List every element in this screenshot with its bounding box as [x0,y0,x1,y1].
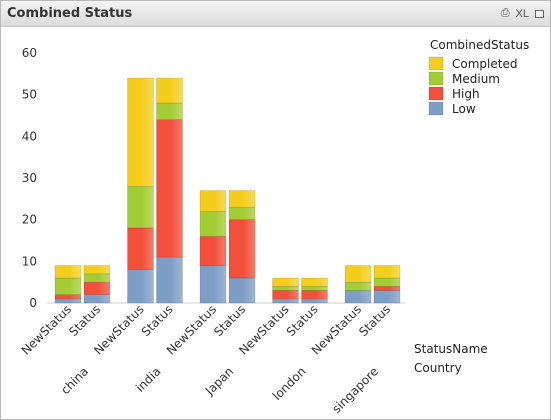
x-tick-label-country: india [133,364,164,395]
bar-segment-london-status-high [301,290,328,300]
bar-segment-india-newstatus-medium [127,186,154,229]
legend-swatch-low [428,101,444,116]
y-tick-label: 30 [22,171,37,185]
bar-segment-london-newstatus-medium [272,286,299,291]
bar-segment-london-newstatus-low [272,298,299,304]
bar-segment-india-status-completed [156,77,183,104]
x-tick-label-statusname: Status [284,302,321,339]
bar-segment-singapore-status-high [373,286,401,291]
bar-segment-japan-status-completed [228,190,256,208]
y-tick-label: 10 [22,254,37,268]
bar-segment-china-status-completed [83,265,111,275]
bar-segment-singapore-status-low [373,290,401,304]
bar-segment-india-status-high [156,119,183,258]
x-tick-label-country: singapore [329,364,381,416]
bar-segment-singapore-newstatus-low [344,290,372,304]
x-tick-label-country: london [270,364,309,403]
bar-segment-china-newstatus-medium [54,277,82,295]
bar-segment-china-newstatus-completed [54,265,82,279]
bar-segment-london-status-low [301,298,328,304]
legend-swatch-high [428,86,444,101]
bar-segment-japan-newstatus-high [199,236,227,266]
bar-segment-london-newstatus-completed [272,277,299,287]
y-tick-label: 60 [22,46,37,60]
bar-segment-india-status-low [156,256,183,304]
x-tick-label-statusname: Status [66,302,103,339]
bar-segment-japan-newstatus-completed [199,190,227,212]
bar-segment-china-status-high [83,281,111,295]
x-tick-label-statusname: Status [356,302,393,339]
x-tick-label-country: Japan [202,364,236,398]
legend-entry-completed: Completed [452,57,517,71]
bar-segment-india-newstatus-low [127,269,154,304]
x-tick-label-statusname: Status [139,302,176,339]
dimension-label-statusname: StatusName [414,342,488,356]
y-tick-label: 40 [22,129,37,143]
bar-segment-japan-status-medium [228,206,256,220]
bar-segment-china-newstatus-low [54,298,82,304]
bar-segment-india-status-medium [156,102,183,120]
print-icon[interactable]: ⎙ [500,7,510,19]
bar-segment-london-status-completed [301,277,328,287]
dimension-label-country: Country [414,361,462,375]
legend-title: CombinedStatus [430,38,529,52]
legend-swatch-completed [428,56,444,71]
x-tick-label-country: china [58,364,91,397]
bar-segment-india-newstatus-completed [127,77,154,187]
legend-entry-high: High [452,87,480,101]
bar-segment-japan-status-high [228,219,256,279]
bar-segment-india-newstatus-high [127,227,154,270]
minimize-icon[interactable] [535,9,544,18]
bar-segment-singapore-newstatus-medium [344,281,372,291]
title-bar: Combined Status ⎙ XL [1,1,550,27]
bar-segment-london-status-medium [301,286,328,291]
bar-segment-china-status-medium [83,273,111,283]
bar-segment-singapore-status-completed [373,265,401,279]
bar-segment-china-status-low [83,294,111,304]
x-tick-label-statusname: Status [211,302,248,339]
legend-entry-medium: Medium [452,72,500,86]
bar-segment-japan-newstatus-medium [199,211,227,237]
bar-segment-japan-status-low [228,277,256,304]
y-tick-label: 50 [22,88,37,102]
legend-swatch-medium [428,71,444,86]
bar-segment-japan-newstatus-low [199,265,227,304]
bar-segment-singapore-status-medium [373,277,401,287]
title-tools: ⎙ XL [501,7,544,20]
xl-export-button[interactable]: XL [515,7,529,20]
bar-segment-china-newstatus-high [54,294,82,300]
bar-segment-singapore-newstatus-completed [344,265,372,283]
y-tick-label: 0 [29,296,37,310]
bar-segment-london-newstatus-high [272,290,299,300]
y-tick-label: 20 [22,213,37,227]
legend-entry-low: Low [452,102,476,116]
chart-title: Combined Status [7,6,133,21]
